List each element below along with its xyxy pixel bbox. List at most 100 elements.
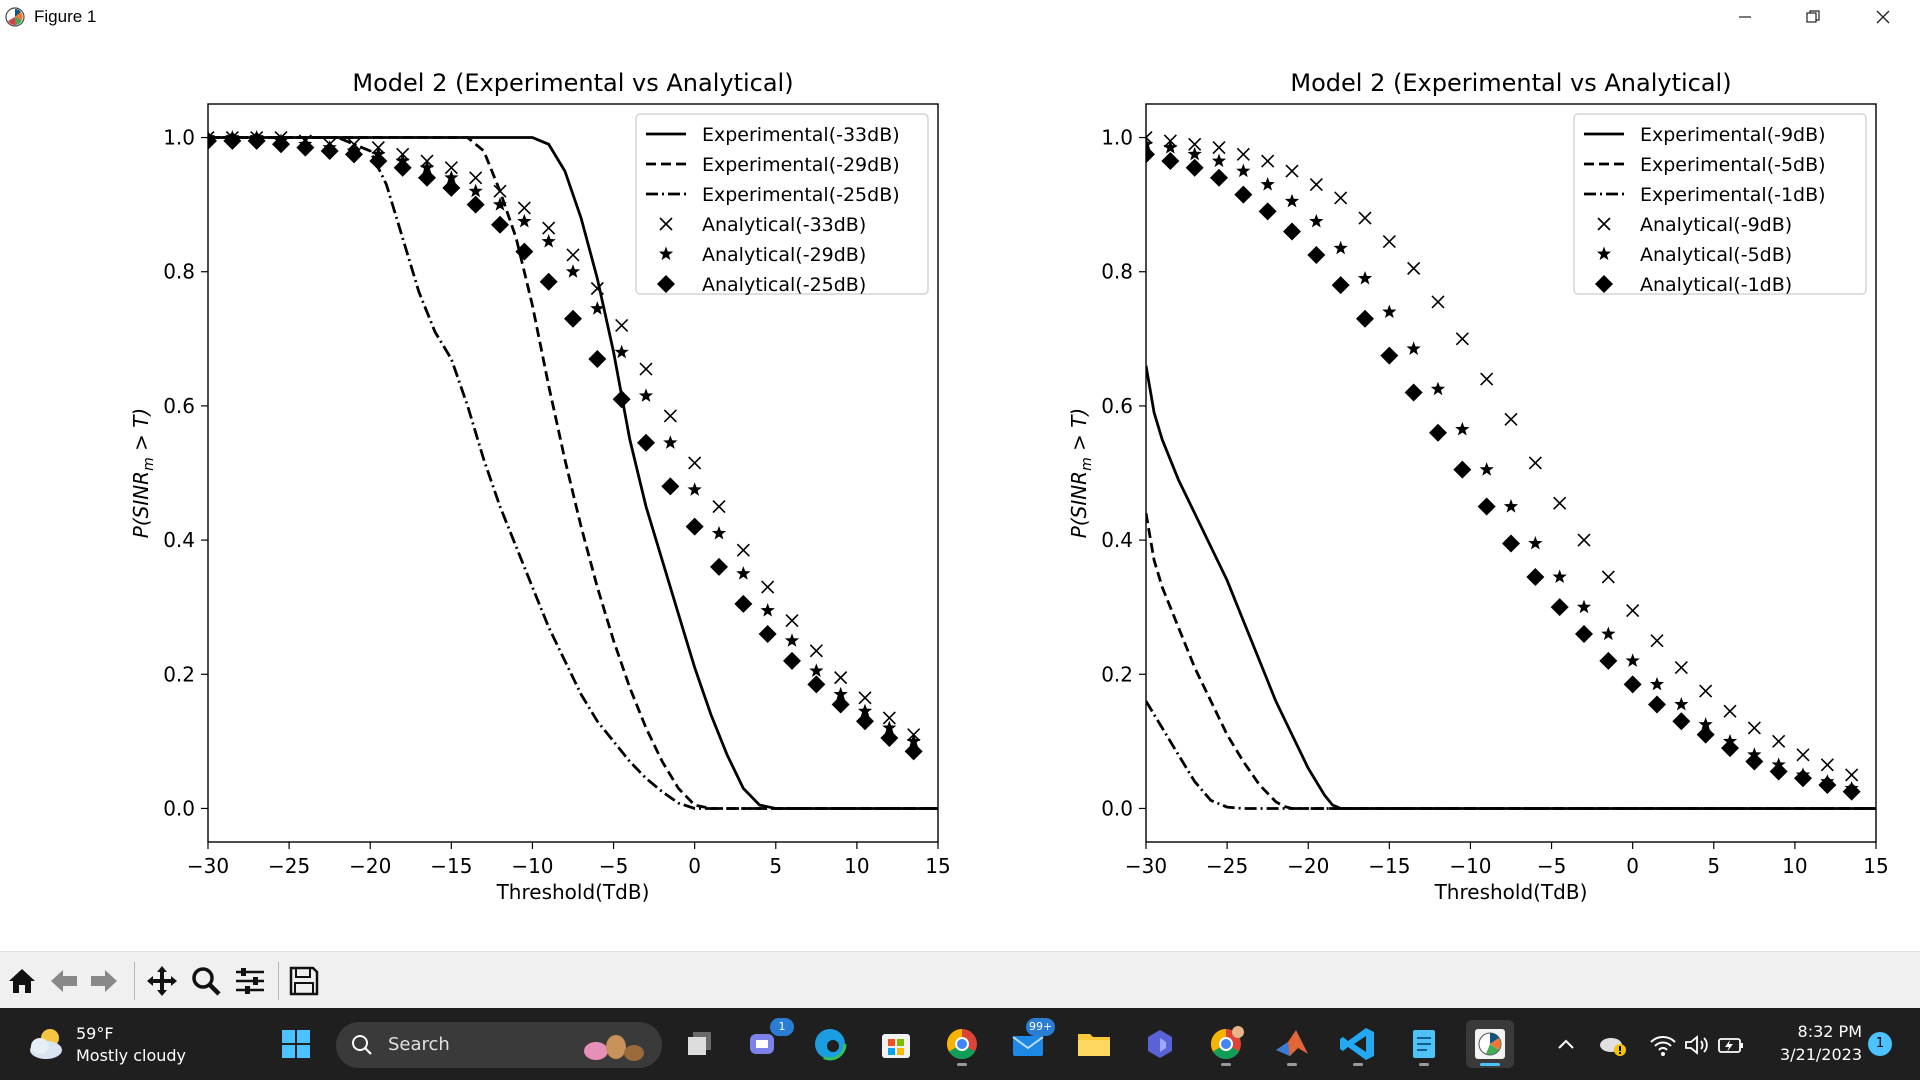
configure-subplots-button[interactable] <box>230 959 270 1003</box>
y-tick-label: 0.6 <box>1101 394 1133 418</box>
taskbar-vscode[interactable] <box>1334 1020 1382 1068</box>
x-tick-label: 15 <box>1863 854 1888 878</box>
data-point-x <box>1236 147 1250 161</box>
y-label-prefix: P(SINR <box>129 471 153 538</box>
save-button[interactable] <box>284 959 324 1003</box>
taskbar-teams[interactable]: 1 <box>740 1018 794 1068</box>
forward-button[interactable] <box>84 959 124 1003</box>
minimize-button[interactable] <box>1710 0 1780 34</box>
taskbar-matlab[interactable] <box>1268 1020 1316 1068</box>
running-indicator <box>1353 1063 1363 1066</box>
legend-swatch-marker <box>1597 217 1611 231</box>
taskbar-edge[interactable] <box>806 1020 854 1068</box>
taskbar-task-view[interactable] <box>676 1020 724 1068</box>
legend-entry: Experimental(-25dB) <box>702 184 900 206</box>
data-point-x <box>1747 721 1761 735</box>
data-point-diamond <box>1599 651 1618 670</box>
data-point-star <box>1576 599 1592 614</box>
data-point-x <box>1431 295 1445 309</box>
series-group <box>208 130 938 810</box>
x-tick-label: −30 <box>187 854 229 878</box>
data-point-star <box>590 301 605 315</box>
window-titlebar: Figure 1 <box>0 0 1920 34</box>
data-point-star <box>638 388 654 402</box>
zoom-button[interactable] <box>186 959 226 1003</box>
data-point-x <box>1285 164 1299 178</box>
taskbar-copilot[interactable] <box>1136 1020 1184 1068</box>
x-tick-label: 0 <box>1626 854 1639 878</box>
data-point-diamond <box>223 131 242 150</box>
data-point-star <box>468 183 483 198</box>
restore-button[interactable] <box>1778 0 1848 34</box>
x-tick-label: 5 <box>769 854 782 878</box>
data-point-star <box>809 663 824 677</box>
y-tick-label: 0.8 <box>1101 260 1133 284</box>
data-point-star <box>1479 462 1494 476</box>
data-point-x <box>1626 603 1640 618</box>
folder-icon <box>1078 1034 1110 1056</box>
data-point-x <box>1650 634 1664 648</box>
taskbar-store[interactable] <box>872 1020 920 1068</box>
data-point-star <box>614 344 629 359</box>
x-axis-label: Threshold(TdB) <box>496 880 650 904</box>
data-point-diamond <box>637 433 655 452</box>
battery-charging-icon <box>1718 1038 1743 1053</box>
configure-subplots-icon <box>236 968 264 994</box>
taskbar: 59°F Mostly cloudy Search 1 99+ <box>0 1008 1920 1080</box>
data-point-star <box>1357 270 1373 285</box>
data-point-x <box>663 409 677 423</box>
cloudy-moon-icon <box>30 1029 62 1059</box>
notification-count: 1 <box>1875 1036 1885 1051</box>
home-button[interactable] <box>2 959 42 1003</box>
clock[interactable]: 8:32 PM 3/21/2023 <box>1766 1018 1862 1070</box>
data-point-diamond <box>1234 185 1253 204</box>
vscode-icon <box>1340 1028 1374 1060</box>
taskbar-matplotlib-figure[interactable] <box>1466 1020 1514 1068</box>
taskbar-chrome-profile[interactable] <box>1202 1020 1250 1068</box>
taskbar-mail[interactable]: 99+ <box>1004 1018 1056 1068</box>
taskbar-notepad[interactable] <box>1400 1020 1448 1068</box>
taskbar-file-explorer[interactable] <box>1070 1020 1118 1068</box>
data-point-star <box>857 703 873 718</box>
home-icon <box>9 969 35 993</box>
data-point-x <box>1407 261 1421 275</box>
taskbar-chrome[interactable] <box>938 1020 986 1068</box>
data-point-star <box>1406 341 1421 355</box>
data-point-diamond <box>320 141 339 160</box>
axes-frame <box>207 103 939 843</box>
data-point-x <box>566 248 580 262</box>
figure-canvas[interactable]: Model 2 (Experimental vs Analytical) −30 −… <box>0 34 1920 951</box>
y-tick-label: 1.0 <box>1101 126 1133 150</box>
data-point-diamond <box>1745 752 1764 771</box>
show-hidden-icons-button[interactable] <box>1552 1030 1580 1058</box>
weather-widget[interactable]: 59°F Mostly cloudy <box>22 1018 212 1070</box>
x-tick-label: −25 <box>268 854 310 878</box>
taskbar-search-box[interactable]: Search <box>336 1022 662 1068</box>
teams-chat-icon <box>750 1034 774 1054</box>
weather-description: Mostly cloudy <box>76 1046 186 1065</box>
y-tick-label: 0.6 <box>163 394 195 418</box>
data-point-x <box>1358 211 1372 225</box>
x-tick-label: −30 <box>1125 854 1167 878</box>
data-point-diamond <box>1842 782 1861 801</box>
weather-temperature: 59°F <box>76 1024 114 1043</box>
onedrive-status[interactable] <box>1598 1030 1628 1060</box>
y-axis-label: P(SINRm > T) <box>1067 408 1095 538</box>
data-point-x <box>858 691 872 705</box>
legend-box <box>1573 113 1867 295</box>
start-button[interactable] <box>272 1020 320 1068</box>
y-tick-label: 0.4 <box>1101 528 1133 552</box>
series-line-3 <box>1146 700 1876 810</box>
notification-center-button[interactable]: 1 <box>1868 1032 1892 1056</box>
data-point-x <box>639 362 653 376</box>
running-indicator <box>1419 1063 1429 1066</box>
data-point-x <box>469 171 483 185</box>
data-point-star <box>1528 535 1543 550</box>
data-point-diamond <box>1477 497 1496 516</box>
data-point-x <box>1455 332 1469 346</box>
system-tray-network-volume-battery[interactable] <box>1646 1026 1750 1062</box>
back-button[interactable] <box>44 959 84 1003</box>
close-button[interactable] <box>1848 0 1918 34</box>
pan-button[interactable] <box>142 959 182 1003</box>
data-point-star <box>419 160 435 174</box>
